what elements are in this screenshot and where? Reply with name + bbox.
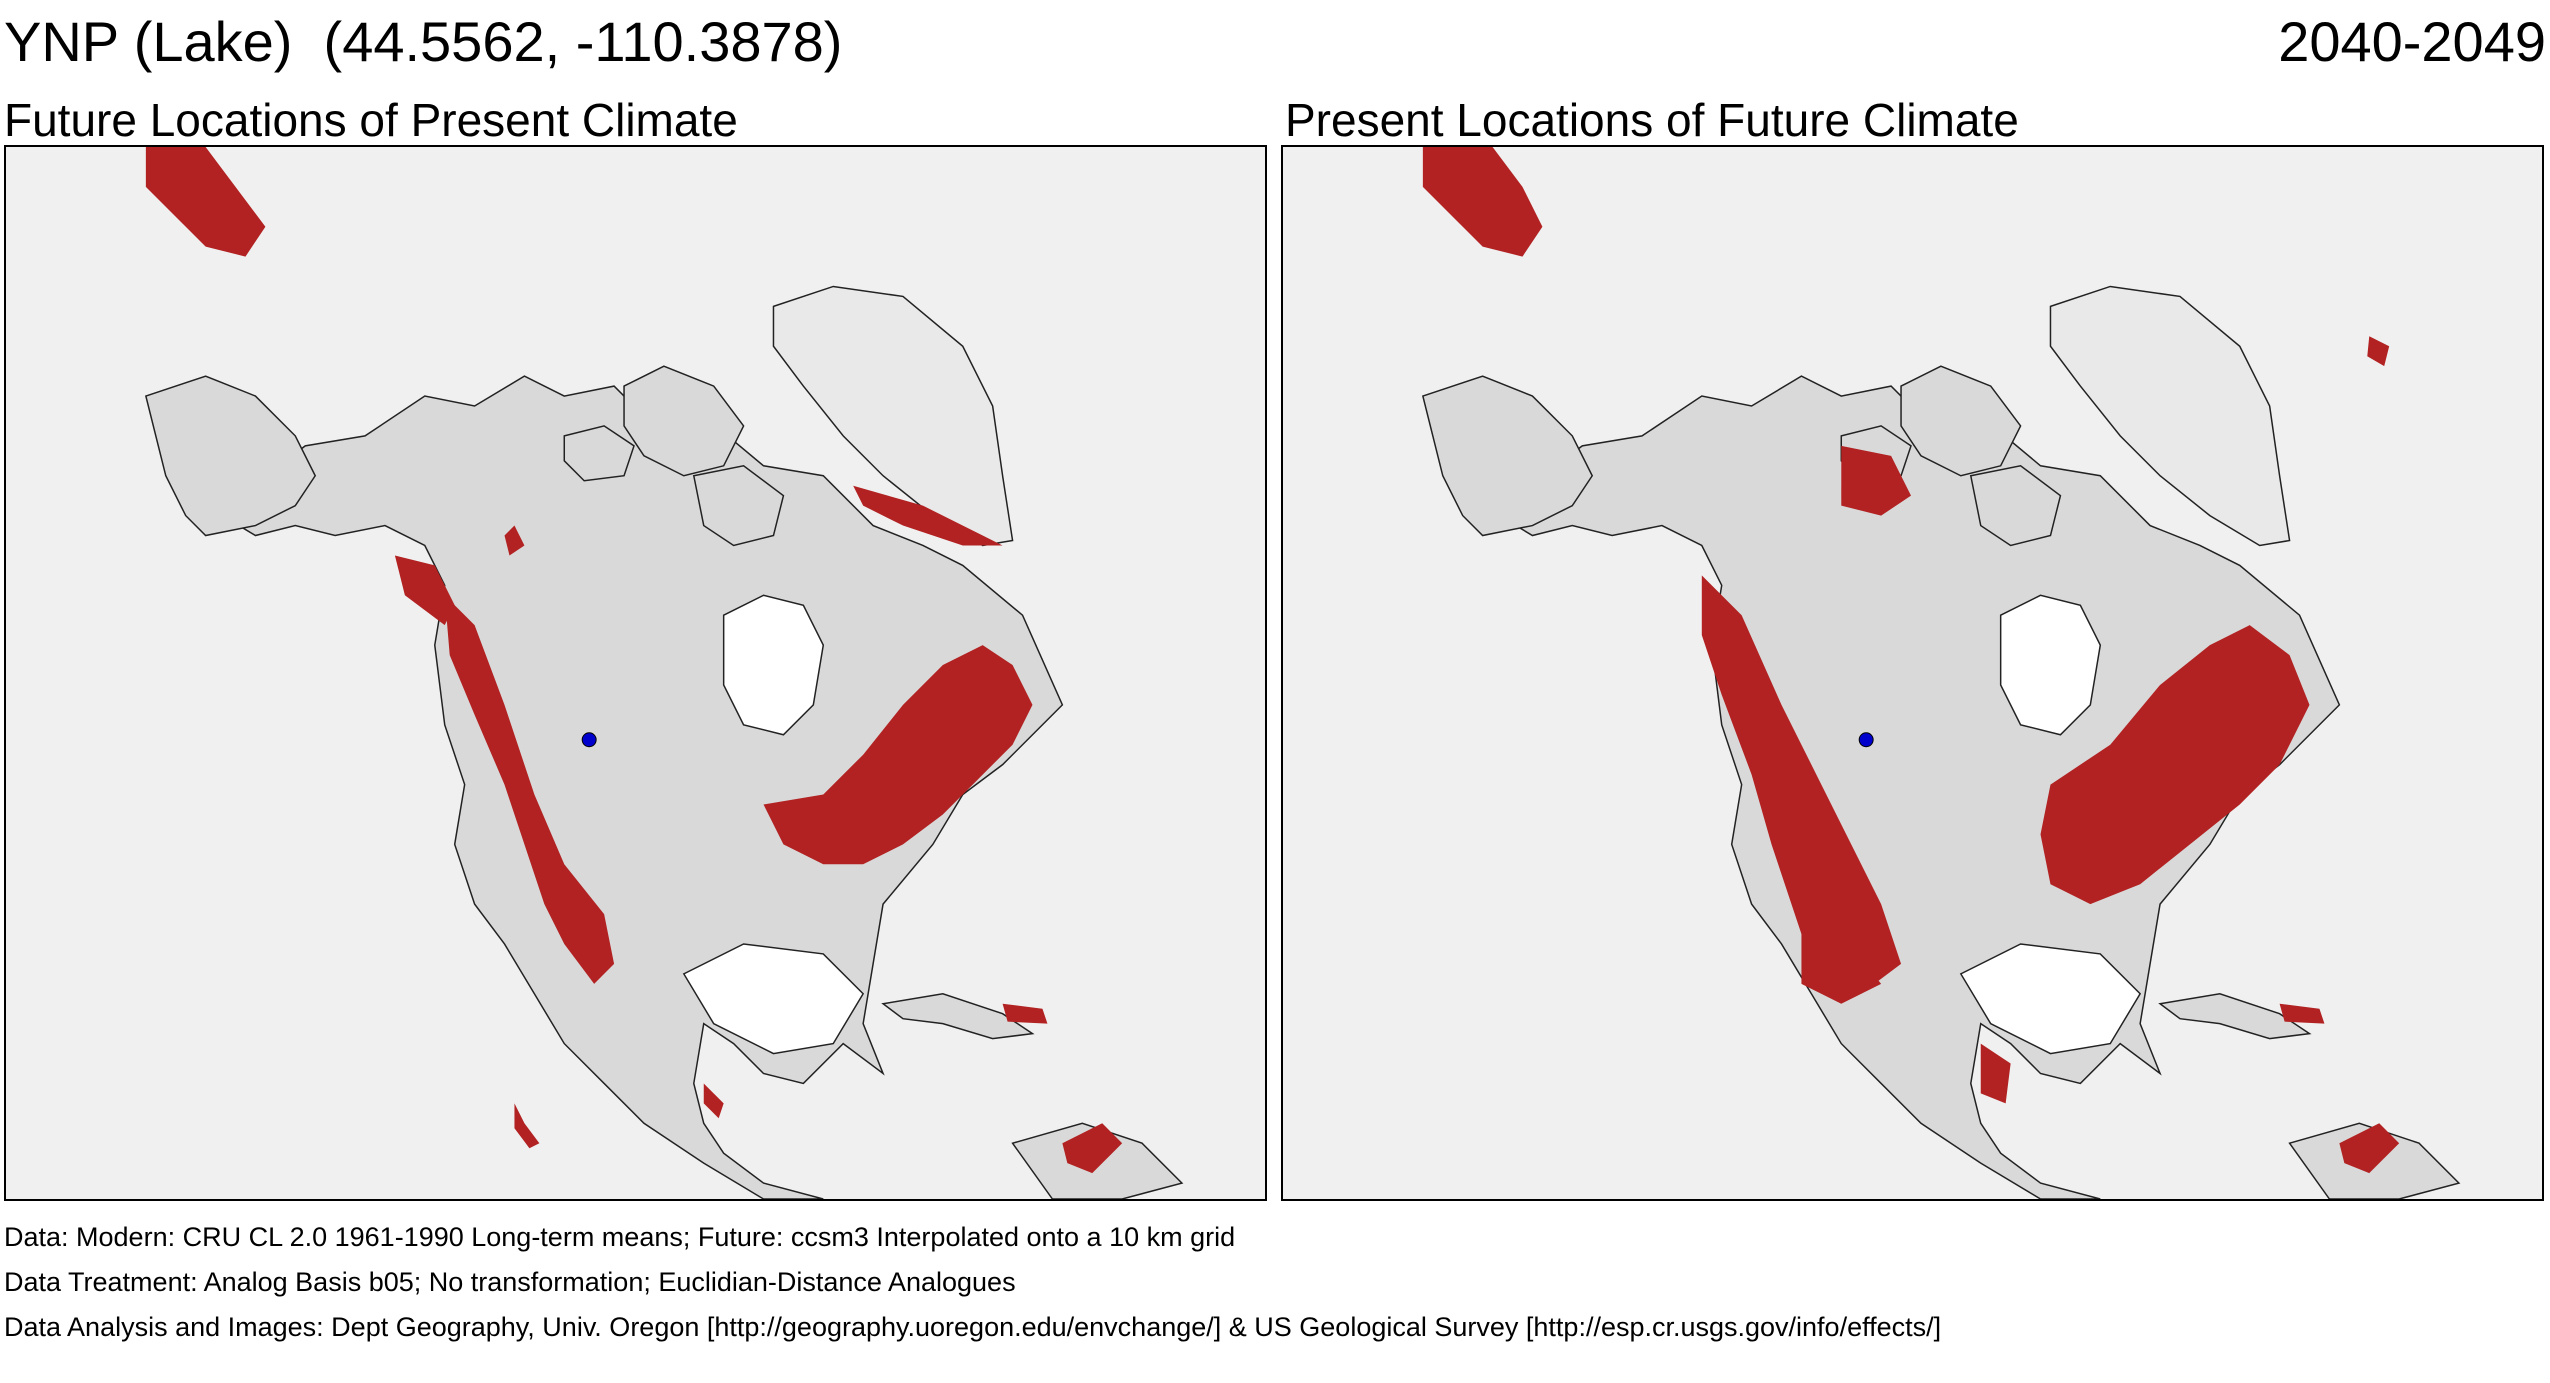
analog-patch xyxy=(1761,704,1782,745)
hudson-bay xyxy=(722,594,825,736)
analog-patch xyxy=(2367,336,2390,367)
analog-patch xyxy=(394,555,455,626)
left-panel-title: Future Locations of Present Climate xyxy=(4,94,738,146)
analog-patch xyxy=(504,525,525,556)
analog-patch xyxy=(1841,445,1912,516)
site-marker xyxy=(1858,732,1874,748)
caribbean-islands xyxy=(2158,993,2312,1040)
analog-regions xyxy=(145,147,1123,1174)
hudson-bay xyxy=(1999,594,2102,736)
left-map xyxy=(4,145,1267,1201)
arctic-islands xyxy=(1900,365,2022,477)
gulf-of-mexico xyxy=(682,943,865,1055)
analog-patch xyxy=(145,147,266,257)
analog-regions xyxy=(1422,147,2400,1174)
analog-patch xyxy=(1422,147,1543,257)
analog-patch xyxy=(2279,1003,2325,1024)
analog-patch xyxy=(763,645,1033,865)
footer-data-source: Data: Modern: CRU CL 2.0 1961-1990 Long-… xyxy=(4,1222,1236,1252)
site-title: YNP (Lake) (44.5562, -110.3878) xyxy=(4,10,843,73)
analog-patch xyxy=(853,485,1003,546)
footer-data-treatment: Data Treatment: Analog Basis b05; No tra… xyxy=(4,1267,1016,1297)
analog-patch xyxy=(514,1103,540,1149)
analog-patch xyxy=(1701,575,1902,994)
alaska-landmass xyxy=(144,375,317,537)
analog-patch xyxy=(2040,625,2310,905)
analog-patch xyxy=(444,595,615,984)
land-masses xyxy=(144,285,1184,1199)
analog-patch xyxy=(1002,1003,1048,1024)
analog-patch xyxy=(1801,924,1882,1004)
site-marker xyxy=(581,732,597,748)
alaska-landmass xyxy=(1421,375,1594,537)
arctic-islands xyxy=(623,365,745,477)
gulf-of-mexico xyxy=(1959,943,2142,1055)
right-map xyxy=(1281,145,2544,1201)
period-label: 2040-2049 xyxy=(2278,10,2546,73)
caribbean-islands xyxy=(881,993,1035,1040)
land-masses xyxy=(1421,285,2461,1199)
analog-patch xyxy=(703,1083,724,1119)
analog-patch xyxy=(1980,1043,2011,1104)
greenland-landmass xyxy=(2049,285,2291,547)
right-panel-title: Present Locations of Future Climate xyxy=(1285,94,2019,146)
footer-data-analysis: Data Analysis and Images: Dept Geography… xyxy=(4,1312,1942,1342)
